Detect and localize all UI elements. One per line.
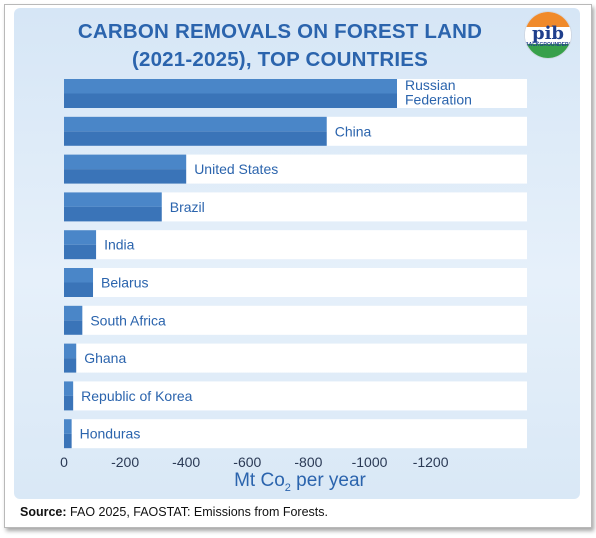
x-tick-label: 0 <box>60 454 68 470</box>
chart-title-line-2: (2021-2025), TOP COUNTRIES <box>131 48 429 71</box>
bar <box>64 268 94 283</box>
logo-white-band <box>525 27 571 44</box>
logo-subtext: BACKGROUNDERS <box>525 42 571 48</box>
bar-shade <box>64 320 83 335</box>
bar <box>64 343 77 359</box>
x-axis-title-subscript: 2 <box>284 481 291 494</box>
bar-shade <box>64 131 327 146</box>
bar-track <box>64 381 527 411</box>
bar-label: Ghana <box>84 350 126 366</box>
logo-text: pib <box>531 23 564 44</box>
bar-label-line: Russian <box>405 77 456 93</box>
bar-label-line: Federation <box>405 92 472 108</box>
bar-shade <box>64 433 72 449</box>
x-tick-label: -1000 <box>352 454 388 470</box>
bar-label: Republic of Korea <box>81 388 193 404</box>
bar <box>64 116 327 132</box>
source-note: Source: FAO 2025, FAOSTAT: Emissions fro… <box>20 505 328 519</box>
chart-title-line-1: CARBON REMOVALS ON FOREST LAND <box>77 20 483 43</box>
bar-shade <box>64 206 162 222</box>
bar-track <box>64 268 527 297</box>
bar <box>64 154 187 170</box>
bar-shade <box>64 358 77 373</box>
bar-label: Honduras <box>80 426 141 442</box>
bar-track <box>64 230 527 260</box>
bar-label: United States <box>194 161 278 177</box>
bar-label: Belarus <box>101 275 148 291</box>
bar <box>64 79 397 94</box>
x-tick-label: -1200 <box>413 454 449 470</box>
x-tick-label: -400 <box>172 454 200 470</box>
bar <box>64 192 162 207</box>
x-axis-title-tail: per year <box>290 470 366 491</box>
bar <box>64 230 97 245</box>
logo-green-band <box>525 44 571 58</box>
bar <box>64 305 83 321</box>
bar-label: China <box>335 123 372 139</box>
bar-shade <box>64 395 74 411</box>
bar-label: Brazil <box>170 199 205 215</box>
x-tick-label: -800 <box>294 454 322 470</box>
source-label: Source: <box>20 505 67 519</box>
bar-label: South Africa <box>90 312 166 328</box>
bar <box>64 381 74 396</box>
bar-shade <box>64 244 97 260</box>
logo-saffron-band <box>525 12 571 27</box>
bar-label: India <box>104 237 135 253</box>
bar-shade <box>64 93 397 108</box>
x-axis-title-main: Mt Co <box>234 470 285 491</box>
x-tick-label: -600 <box>233 454 261 470</box>
bar-shade <box>64 282 94 297</box>
bar <box>64 419 72 434</box>
bar-shade <box>64 169 187 184</box>
chart-title: CARBON REMOVALS ON FOREST LAND (2021-202… <box>60 18 500 74</box>
x-axis-title: Mt Co2 per year <box>200 470 400 494</box>
x-tick-label: -200 <box>111 454 139 470</box>
source-text: FAO 2025, FAOSTAT: Emissions from Forest… <box>70 505 328 519</box>
bar-track <box>64 419 527 449</box>
bar-label: Russian Federation <box>405 77 472 108</box>
bar-track <box>64 343 527 373</box>
bar-track <box>64 305 527 335</box>
pib-logo: pib BACKGROUNDERS <box>525 12 571 58</box>
